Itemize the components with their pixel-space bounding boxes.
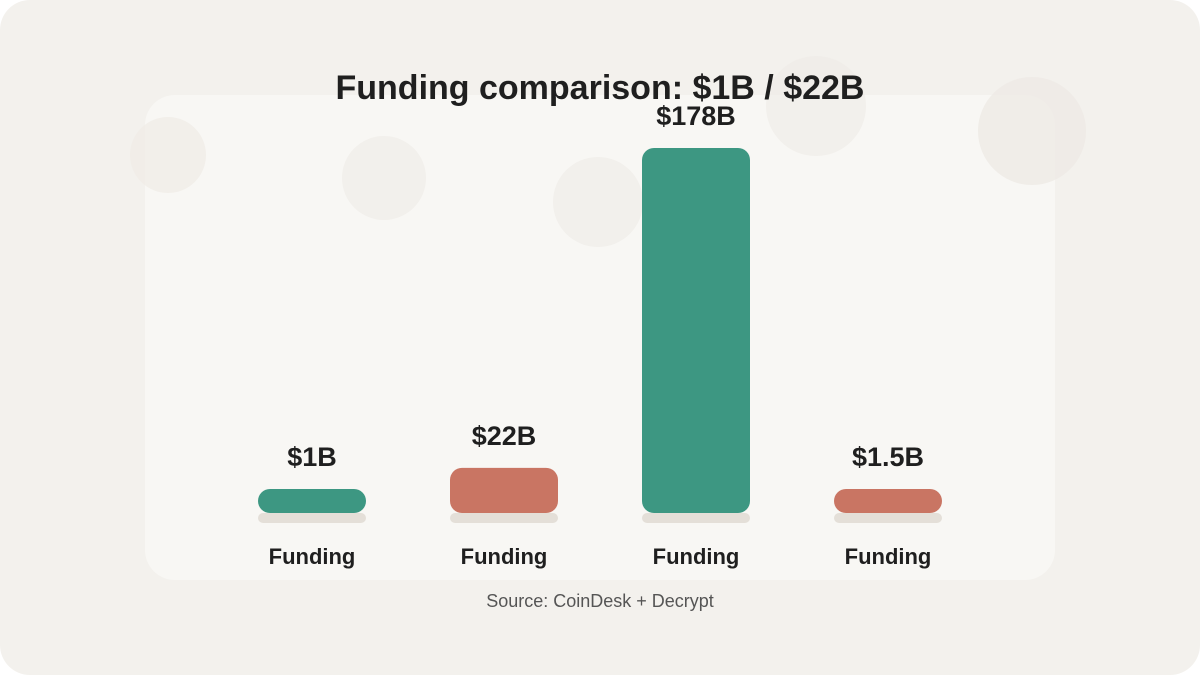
bar-shadow <box>834 513 942 523</box>
bar-shadow <box>258 513 366 523</box>
bar-shadow <box>450 513 558 523</box>
bar <box>450 467 558 513</box>
bar <box>642 148 750 513</box>
decoration <box>553 157 643 247</box>
bar-shadow <box>642 513 750 523</box>
bar <box>834 489 942 513</box>
x-tick-label: Funding <box>653 544 740 569</box>
value-label: $178B <box>656 101 736 131</box>
source: Source: CoinDesk + Decrypt <box>486 591 714 611</box>
decoration <box>342 136 426 220</box>
value-label: $22B <box>472 421 537 451</box>
x-tick-label: Funding <box>269 544 356 569</box>
value-label: $1B <box>287 442 337 472</box>
decoration <box>978 77 1086 185</box>
x-tick-label: Funding <box>845 544 932 569</box>
decoration <box>130 117 206 193</box>
x-tick-label: Funding <box>461 544 548 569</box>
value-label: $1.5B <box>852 442 924 472</box>
decoration <box>766 56 866 156</box>
bar <box>258 489 366 513</box>
chart-title: Funding comparison: $1B / $22B <box>336 69 865 107</box>
